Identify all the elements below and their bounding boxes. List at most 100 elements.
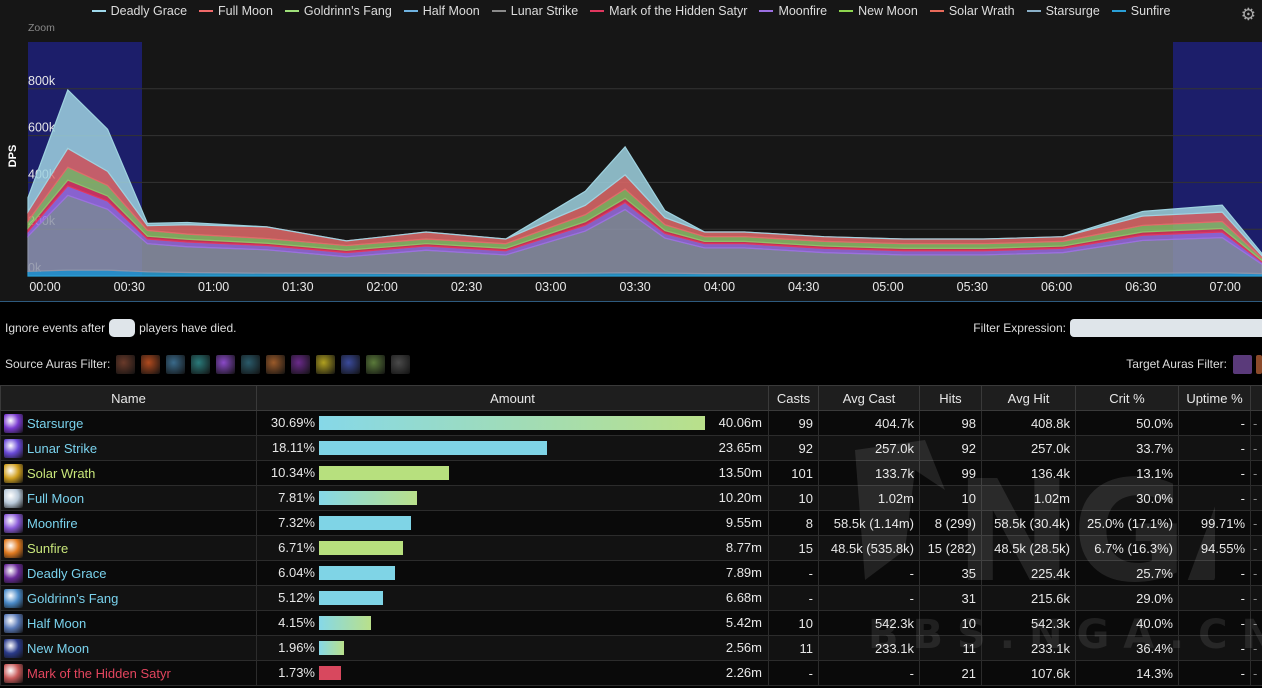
hits-cell: 92 [919,435,982,461]
table-row[interactable]: Starsurge 30.69% 40.06m 99 404.7k 98 408.8k 50.… [0,410,1262,436]
legend-item[interactable]: Goldrinn's Fang [284,4,392,18]
legend-item[interactable]: Starsurge [1026,4,1100,18]
header-avg-cast[interactable]: Avg Cast [818,385,920,411]
dps-area-chart[interactable]: 0k200k400k600k800k00:0000:3001:0001:3002… [0,0,1262,302]
table-row[interactable]: Mark of the Hidden Satyr 1.73% 2.26m - -21 10… [0,660,1262,686]
spell-name[interactable]: Starsurge [27,415,84,431]
spell-name[interactable]: Half Moon [27,615,87,631]
source-aura-icon[interactable] [141,354,161,374]
dps-chart[interactable]: 0k200k400k600k800k00:0000:3001:0001:3002… [0,0,1262,302]
casts-cell: 10 [768,610,819,636]
table-row[interactable]: Deadly Grace 6.04% 7.89m - -35 225.4k 25.7% - - [0,560,1262,586]
uptime-cell: 94.55% [1178,535,1251,561]
table-row[interactable]: Moonfire 7.32% 9.55m 8 58.5k (1.14m) 8 (299) 5… [0,510,1262,536]
avg-cast-cell: 58.5k (1.14m) [818,510,920,536]
table-row[interactable]: New Moon 1.96% 2.56m 11 233.1k 11 233.1k 36.4% -… [0,635,1262,661]
spell-name-cell[interactable]: New Moon [0,635,257,661]
spell-name[interactable]: Full Moon [27,490,85,506]
legend-item[interactable]: Deadly Grace [91,4,187,18]
table-row[interactable]: Goldrinn's Fang 5.12% 6.68m - -31 215.6k 29.0%… [0,585,1262,611]
spell-name[interactable]: Deadly Grace [27,565,107,581]
spell-name-cell[interactable]: Goldrinn's Fang [0,585,257,611]
x-tick-label: 05:00 [872,280,903,294]
spell-name-cell[interactable]: Mark of the Hidden Satyr [0,660,257,686]
target-aura-icon[interactable] [1233,354,1252,374]
players-died-label: players have died. [139,321,237,335]
source-aura-icon[interactable] [391,354,411,374]
legend-label: Solar Wrath [948,4,1015,18]
source-aura-icon[interactable] [116,354,136,374]
table-row[interactable]: Lunar Strike 18.11% 23.65m 92 257.0k 92 257.0k… [0,435,1262,461]
legend-item[interactable]: Lunar Strike [491,4,579,18]
gear-icon[interactable]: ⚙ [1240,5,1256,24]
spell-name[interactable]: Moonfire [27,515,78,531]
legend-item[interactable]: Half Moon [403,4,480,18]
legend-item[interactable]: Moonfire [759,4,827,18]
legend-item[interactable]: Solar Wrath [929,4,1015,18]
filter-expression-input[interactable] [1070,319,1262,337]
header-casts[interactable]: Casts [768,385,819,411]
extra-cell: - [1250,485,1262,511]
uptime-cell: - [1178,435,1251,461]
x-tick-label: 02:00 [367,280,398,294]
extra-cell: - [1250,410,1262,436]
avg-hit-cell: 215.6k [981,585,1076,611]
source-aura-icon[interactable] [366,354,386,374]
spell-name-cell[interactable]: Half Moon [0,610,257,636]
table-row[interactable]: Solar Wrath 10.34% 13.50m 101 133.7k 99 136.4k… [0,460,1262,486]
source-aura-icon[interactable] [291,354,311,374]
target-aura-icon[interactable] [1256,354,1262,374]
header-avg-hit[interactable]: Avg Hit [981,385,1076,411]
spell-name-cell[interactable]: Starsurge [0,410,257,436]
header-hits[interactable]: Hits [919,385,982,411]
extra-cell: - [1250,660,1262,686]
source-aura-icon[interactable] [266,354,286,374]
spell-name[interactable]: Lunar Strike [27,440,98,456]
spell-name[interactable]: New Moon [27,640,90,656]
legend-label: Lunar Strike [510,4,579,18]
uptime-cell: - [1178,610,1251,636]
spell-name[interactable]: Mark of the Hidden Satyr [27,665,171,681]
spell-name[interactable]: Goldrinn's Fang [27,590,119,606]
spell-name[interactable]: Sunfire [27,540,69,556]
source-aura-icon[interactable] [191,354,211,374]
amount-percent: 1.96% [278,640,315,655]
table-row[interactable]: Half Moon 4.15% 5.42m 10 542.3k 10 542.3k 40.0%… [0,610,1262,636]
spell-name[interactable]: Solar Wrath [27,465,96,481]
legend-item[interactable]: Mark of the Hidden Satyr [590,4,747,18]
spell-name-cell[interactable]: Moonfire [0,510,257,536]
players-died-input[interactable] [109,319,136,337]
spell-name-cell[interactable]: Solar Wrath [0,460,257,486]
legend-item[interactable]: Full Moon [199,4,273,18]
zoom-label[interactable]: Zoom [28,22,55,34]
header-name[interactable]: Name [0,385,257,411]
spell-icon [4,438,23,458]
table-row[interactable]: Full Moon 7.81% 10.20m 10 1.02m 10 1.02m 30.0% -… [0,485,1262,511]
header-uptime[interactable]: Uptime % [1178,385,1251,411]
legend-item[interactable]: New Moon [839,4,918,18]
source-aura-icon[interactable] [316,354,336,374]
table-row[interactable]: Sunfire 6.71% 8.77m 15 48.5k (535.8k) 15 (282… [0,535,1262,561]
header-amount[interactable]: Amount [256,385,769,411]
source-aura-icon[interactable] [166,354,186,374]
header-crit[interactable]: Crit % [1075,385,1179,411]
crit-cell: 14.3% [1075,660,1179,686]
uptime-cell: - [1178,585,1251,611]
spell-name-cell[interactable]: Lunar Strike [0,435,257,461]
area-series-deadly-grace[interactable] [27,88,1262,257]
amount-cell: 6.04% 7.89m [256,560,769,586]
spell-name-cell[interactable]: Sunfire [0,535,257,561]
spell-name-cell[interactable]: Full Moon [0,485,257,511]
x-tick-label: 07:00 [1210,280,1241,294]
legend-item[interactable]: Sunfire [1111,4,1170,18]
spell-icon [4,488,23,508]
source-aura-icon[interactable] [341,354,361,374]
legend-swatch [839,10,854,12]
source-aura-icon[interactable] [216,354,236,374]
amount-value: 8.77m [725,540,762,555]
avg-cast-cell: 257.0k [818,435,920,461]
legend-label: Goldrinn's Fang [303,4,392,18]
source-aura-icon[interactable] [241,354,261,374]
spell-name-cell[interactable]: Deadly Grace [0,560,257,586]
amount-percent: 5.12% [278,590,315,605]
